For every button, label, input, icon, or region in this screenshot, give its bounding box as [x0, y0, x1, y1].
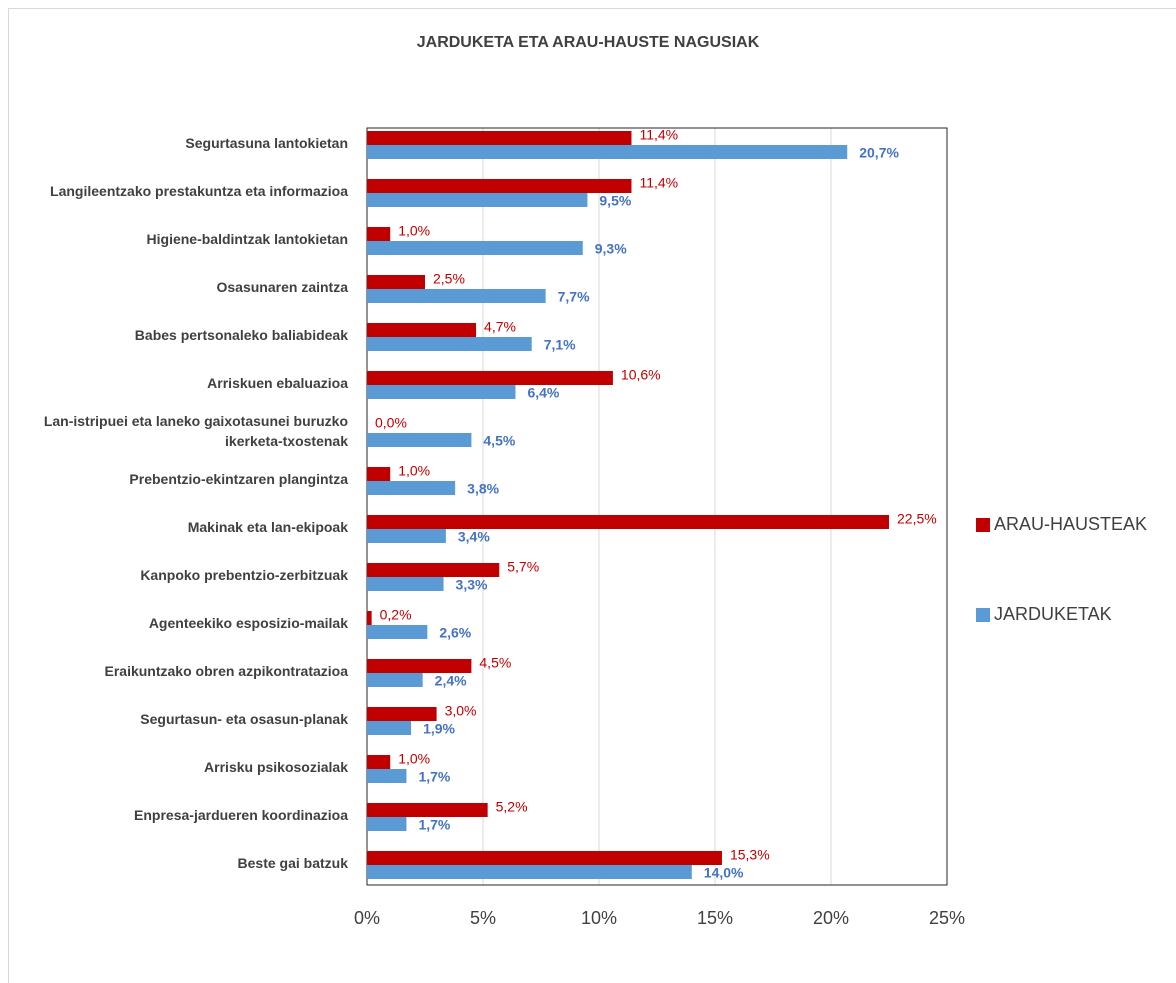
value-label: 9,3%	[595, 241, 627, 257]
x-tick-label: 20%	[813, 908, 849, 928]
value-label: 1,7%	[418, 817, 450, 833]
bar	[367, 769, 407, 783]
y-tick-label: Beste gai batzuk	[237, 855, 348, 871]
bar	[367, 563, 500, 577]
value-label: 2,5%	[433, 271, 465, 287]
plot-frame	[366, 127, 948, 886]
value-label: 22,5%	[897, 511, 937, 527]
bar	[367, 481, 456, 495]
y-tick-label: Arrisku psikosozialak	[204, 759, 348, 775]
value-label: 9,5%	[599, 193, 631, 209]
bar	[367, 817, 407, 831]
bar	[367, 385, 516, 399]
bar	[367, 193, 588, 207]
value-label: 0,0%	[375, 415, 407, 431]
y-tick-label: Enpresa-jardueren koordinazioa	[134, 807, 348, 823]
value-label: 15,3%	[730, 847, 770, 863]
value-label: 10,6%	[621, 367, 661, 383]
value-label: 4,7%	[484, 319, 516, 335]
value-label: 5,7%	[507, 559, 539, 575]
y-tick-label: Higiene-baldintzak lantokietan	[146, 231, 348, 247]
bar	[367, 611, 372, 625]
bar	[367, 227, 391, 241]
y-tick-label: Kanpoko prebentzio-zerbitzuak	[140, 567, 348, 583]
y-tick-label: Agenteekiko esposizio-mailak	[148, 615, 348, 631]
bar	[367, 275, 425, 289]
x-tick-label: 5%	[470, 908, 496, 928]
y-tick-label: Lan-istripuei eta laneko gaixotasunei bu…	[43, 413, 348, 449]
value-label: 3,4%	[458, 529, 490, 545]
legend-label: ARAU-HAUSTEAK	[994, 514, 1148, 534]
y-tick-label: Langileentzako prestakuntza eta informaz…	[50, 183, 348, 199]
bar	[367, 179, 632, 193]
y-tick-label: Arriskuen ebaluazioa	[207, 375, 348, 391]
bar	[367, 755, 391, 769]
x-tick-label: 25%	[929, 908, 965, 928]
bar	[367, 707, 437, 721]
bar	[367, 803, 488, 817]
chart-title: JARDUKETA ETA ARAU-HAUSTE NAGUSIAK	[416, 34, 760, 51]
y-tick-label: Osasunaren zaintza	[216, 279, 349, 295]
legend-label: JARDUKETAK	[994, 604, 1112, 624]
y-tick-label: Babes pertsonaleko baliabideak	[134, 327, 348, 343]
value-label: 6,4%	[527, 385, 559, 401]
y-tick-label: Segurtasuna lantokietan	[185, 135, 348, 151]
value-label: 1,9%	[423, 721, 455, 737]
value-label: 1,0%	[398, 751, 430, 767]
value-label: 3,8%	[467, 481, 499, 497]
bar	[367, 721, 412, 735]
value-label: 11,4%	[639, 127, 678, 143]
legend-swatch	[976, 518, 990, 532]
bar	[367, 467, 391, 481]
bar	[367, 145, 848, 159]
value-label: 4,5%	[479, 655, 511, 671]
value-label: 20,7%	[859, 145, 899, 161]
y-tick-label: Eraikuntzako obren azpikontratazioa	[104, 663, 349, 679]
value-label: 3,0%	[445, 703, 477, 719]
bar	[367, 371, 613, 385]
bar	[367, 851, 722, 865]
bar	[367, 289, 546, 303]
bar	[367, 337, 532, 351]
value-label: 2,4%	[435, 673, 467, 689]
bar	[367, 515, 889, 529]
chart-border	[8, 8, 1176, 983]
bar	[367, 323, 477, 337]
bar	[367, 659, 472, 673]
bar	[367, 529, 446, 543]
value-label: 7,1%	[544, 337, 576, 353]
value-label: 4,5%	[483, 433, 515, 449]
value-label: 1,7%	[418, 769, 450, 785]
legend-swatch	[976, 608, 990, 622]
value-label: 0,2%	[380, 607, 412, 623]
bar	[367, 865, 692, 879]
bar	[367, 673, 423, 687]
x-tick-label: 0%	[354, 908, 380, 928]
bar	[367, 625, 428, 639]
value-label: 3,3%	[456, 577, 488, 593]
value-label: 5,2%	[496, 799, 528, 815]
bar	[367, 241, 583, 255]
y-tick-label: Makinak eta lan-ekipoak	[187, 519, 348, 535]
bar	[367, 131, 632, 145]
y-tick-label: Segurtasun- eta osasun-planak	[140, 711, 348, 727]
value-label: 11,4%	[639, 175, 678, 191]
x-tick-label: 10%	[581, 908, 617, 928]
value-label: 14,0%	[704, 865, 744, 881]
value-label: 7,7%	[558, 289, 590, 305]
y-tick-label: Prebentzio-ekintzaren plangintza	[129, 471, 348, 487]
x-tick-label: 15%	[697, 908, 733, 928]
bar	[367, 433, 472, 447]
value-label: 1,0%	[398, 223, 430, 239]
bar	[367, 577, 444, 591]
value-label: 2,6%	[439, 625, 471, 641]
value-label: 1,0%	[398, 463, 430, 479]
